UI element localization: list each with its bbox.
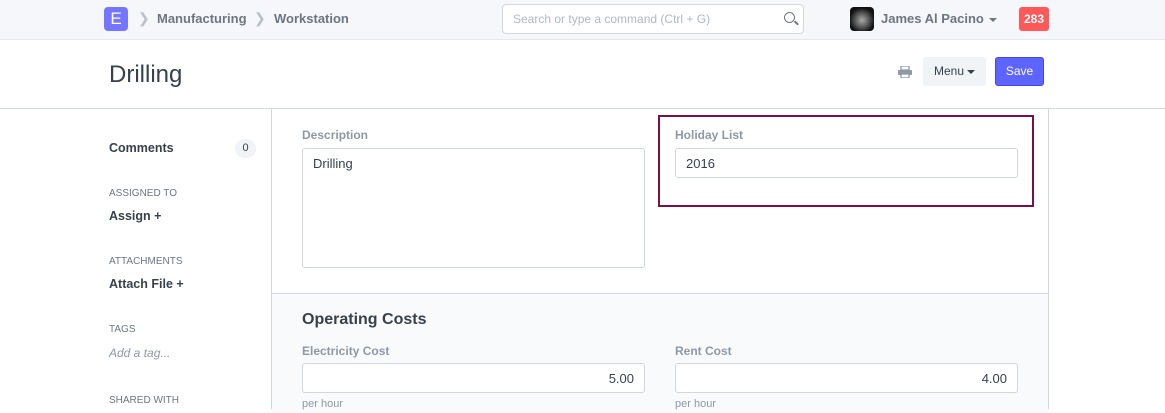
chevron-right-icon: ❯ [138,10,150,26]
rent-cost-field[interactable]: 4.00 [675,363,1018,393]
breadcrumb-manufacturing[interactable]: Manufacturing [157,11,247,26]
operating-costs-section: Operating Costs Electricity Cost 5.00 pe… [272,293,1048,413]
notifications-badge[interactable]: 283 [1019,7,1049,31]
tags-heading: Tags [109,324,136,335]
highlight-box [658,115,1034,207]
menu-button[interactable]: Menu [923,57,986,86]
search-icon[interactable] [784,12,795,23]
user-menu[interactable]: James Al Pacino [881,11,997,26]
shared-with-heading: Shared With [109,395,179,406]
app-logo[interactable]: E [104,7,128,31]
electricity-help: per hour [302,398,343,410]
caret-down-icon [967,69,976,74]
user-name: James Al Pacino [881,11,984,26]
comments-count: 0 [235,139,256,158]
holiday-list-label: Holiday List [675,128,744,142]
page-title: Drilling [109,61,183,88]
electricity-cost-field[interactable]: 5.00 [302,363,645,393]
assigned-to-heading: Assigned To [109,188,177,199]
assign-link[interactable]: Assign + [109,209,162,223]
menu-label: Menu [933,64,965,78]
add-tag-input[interactable]: Add a tag... [109,346,171,360]
attachments-heading: Attachments [109,256,183,267]
description-field[interactable]: Drilling [302,148,645,268]
save-button[interactable]: Save [995,57,1044,86]
avatar[interactable] [850,7,874,31]
navbar: E ❯ Manufacturing ❯ Workstation Search o… [0,0,1165,40]
breadcrumb-workstation[interactable]: Workstation [274,11,349,26]
rent-cost-label: Rent Cost [675,344,732,358]
sidebar-comments[interactable]: Comments [109,141,174,155]
electricity-cost-label: Electricity Cost [302,344,390,358]
description-label: Description [302,128,369,142]
holiday-list-field[interactable]: 2016 [675,148,1018,178]
print-icon[interactable] [898,66,912,78]
page-header: Drilling Menu Save [0,40,1165,109]
chevron-right-icon: ❯ [254,10,266,26]
search-input[interactable]: Search or type a command (Ctrl + G) [502,4,804,34]
section-heading: Operating Costs [302,311,427,328]
rent-help: per hour [675,398,716,410]
caret-down-icon [988,17,997,22]
form-body: Description Drilling Holiday List 2016 O… [271,109,1049,413]
attach-file-link[interactable]: Attach File + [109,277,184,291]
search-placeholder: Search or type a command (Ctrl + G) [513,12,711,26]
